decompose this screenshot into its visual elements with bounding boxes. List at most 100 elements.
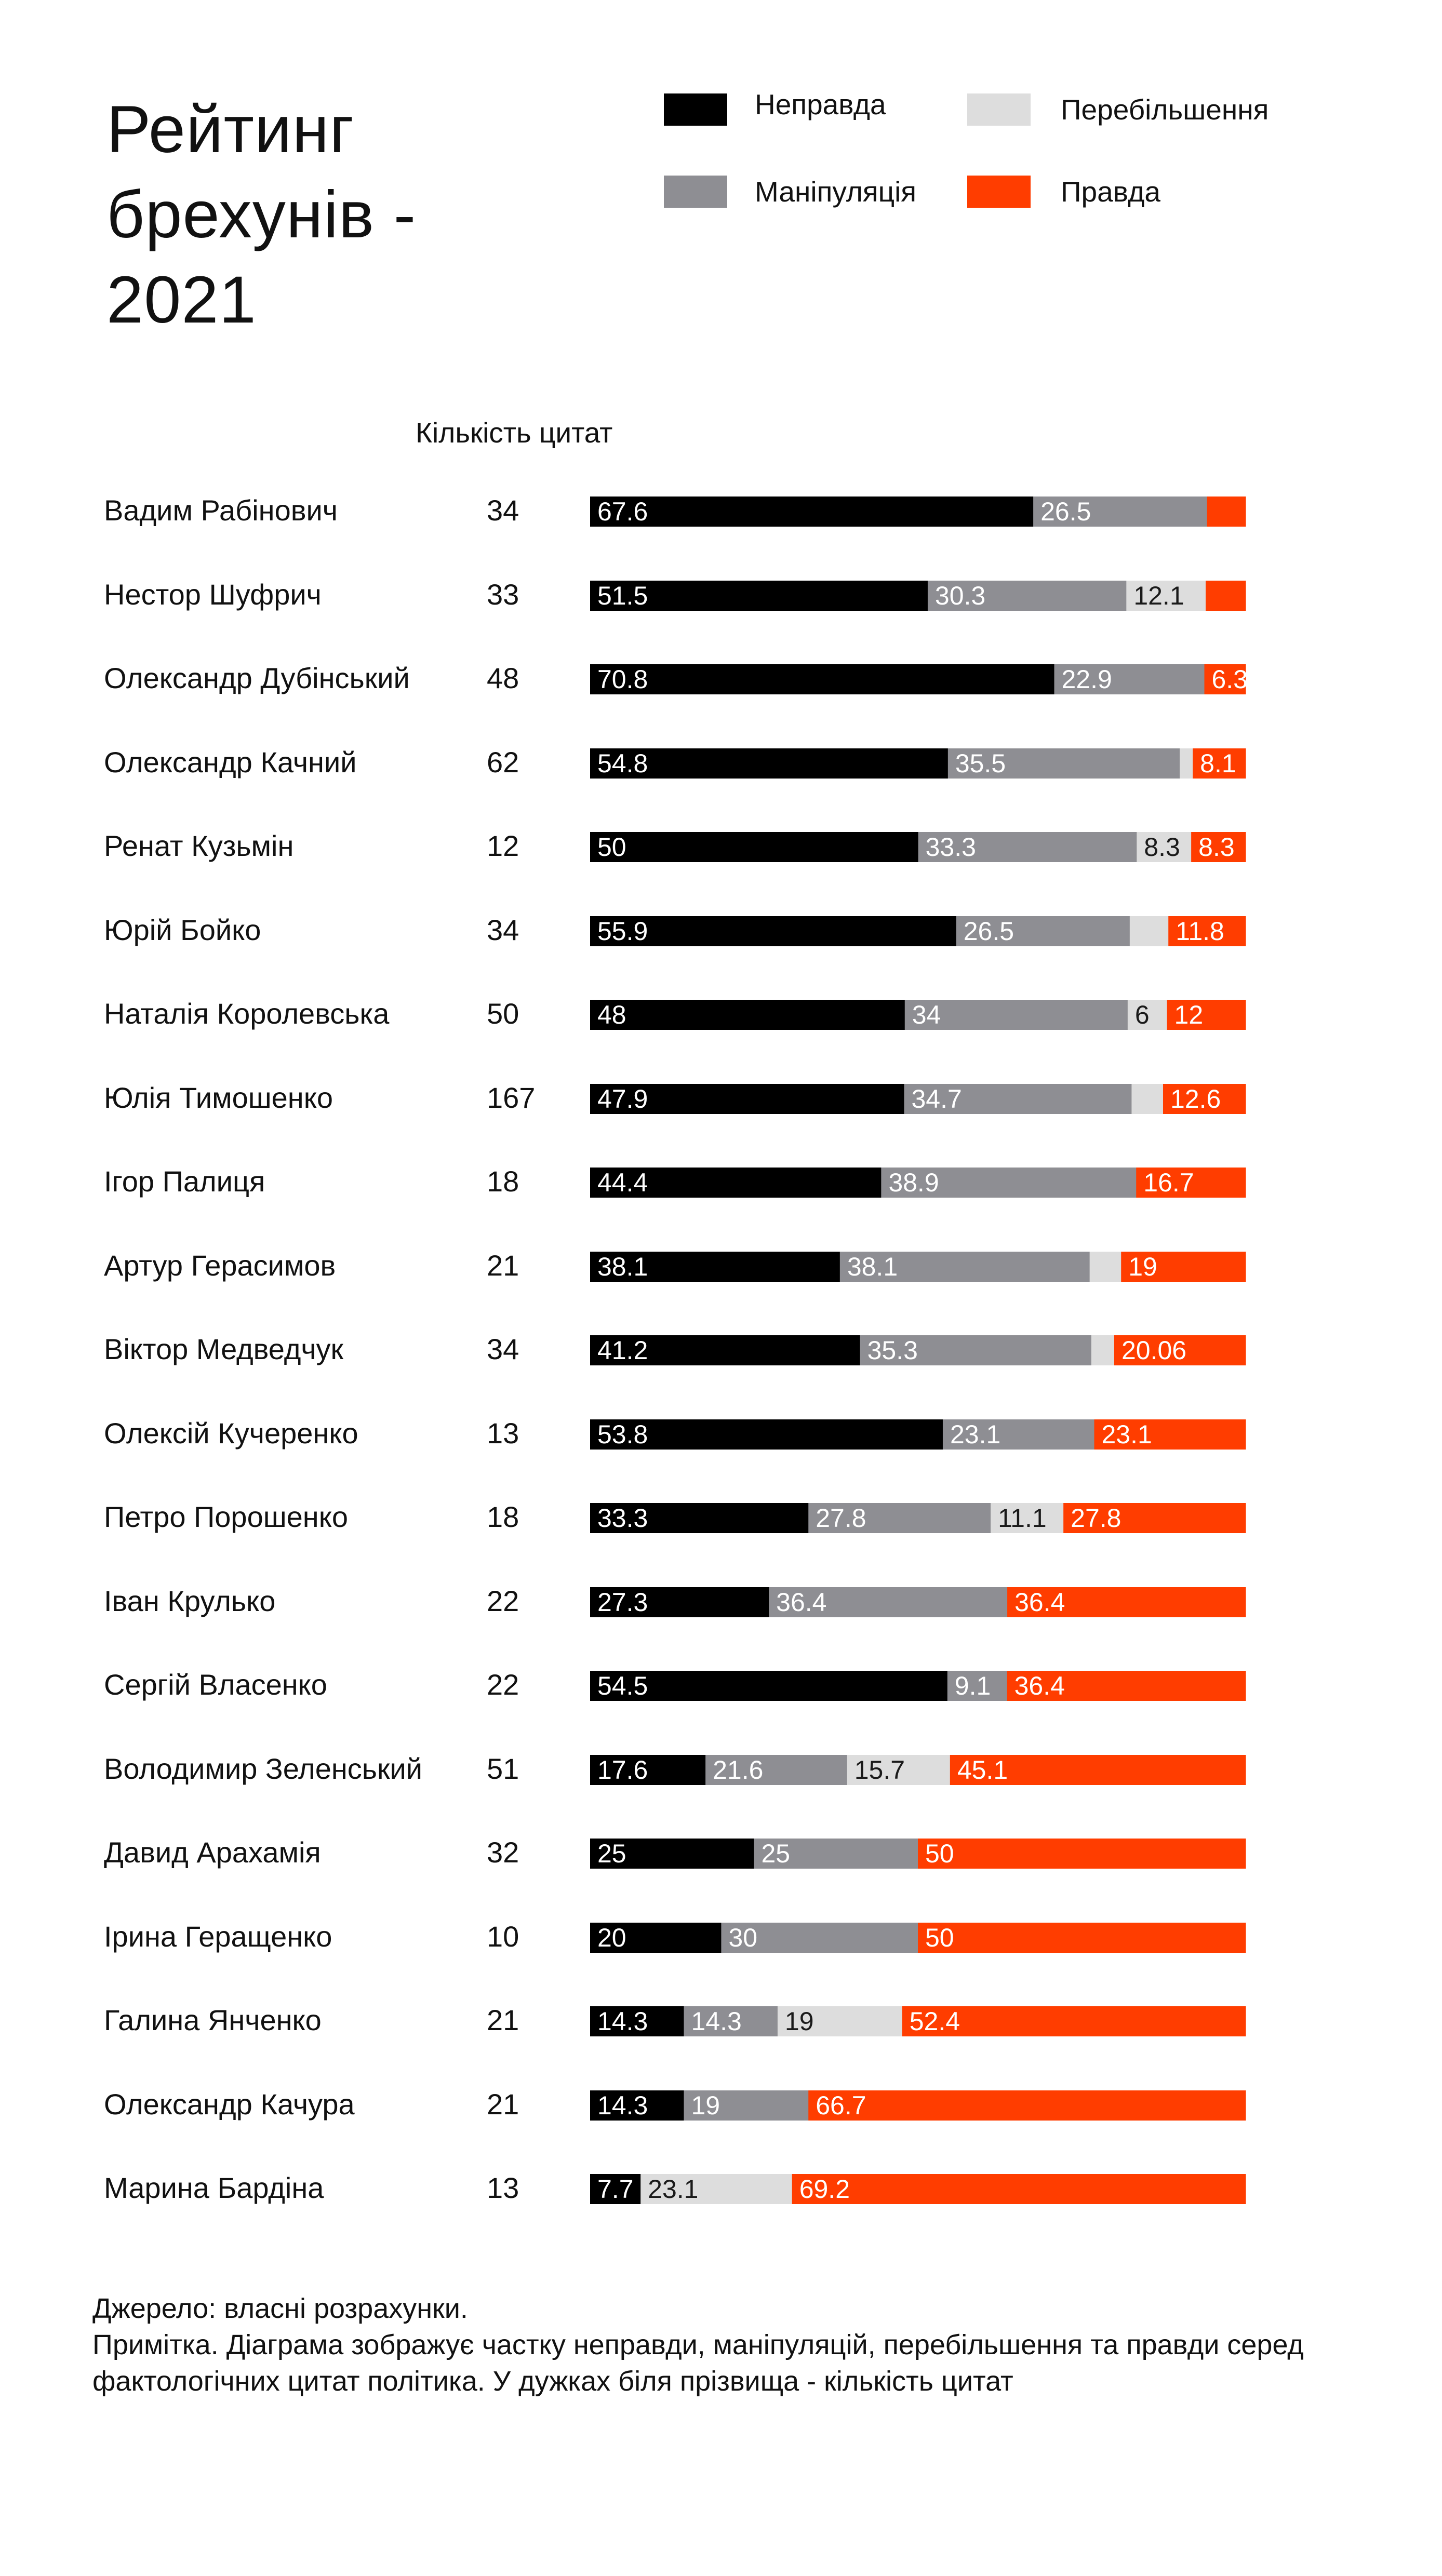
data-label: 8.1: [1200, 749, 1236, 778]
politician-name: Ірина Геращенко: [104, 1920, 332, 1953]
quote-count: 34: [487, 1333, 519, 1365]
politician-name: Марина Бардіна: [104, 2171, 324, 2204]
bar-segment: [956, 916, 1130, 946]
quote-count: 12: [487, 829, 519, 862]
quote-count: 10: [487, 1920, 519, 1953]
bar-segment: [860, 1335, 1092, 1365]
bar-segment: [918, 832, 1137, 862]
politician-name: Юлія Тимошенко: [104, 1081, 333, 1114]
data-label: 7.7: [597, 2175, 634, 2204]
quote-count: 21: [487, 2087, 519, 2121]
data-label: 30: [728, 1923, 757, 1952]
politician-name: Давид Арахамія: [104, 1836, 321, 1869]
bar-segment: [792, 2174, 1246, 2204]
bar-segment: [947, 748, 1180, 779]
bar-segment: [590, 2174, 641, 2204]
bar-segment: [705, 1754, 848, 1785]
data-label: 20.06: [1121, 1336, 1186, 1365]
data-label: 44.4: [597, 1168, 648, 1197]
data-label: 6: [1135, 1000, 1150, 1029]
data-label: 14.3: [597, 2007, 648, 2036]
bar-segment: [590, 664, 1054, 694]
legend-label-false: Неправда: [755, 88, 886, 120]
data-label: 52.4: [910, 2007, 960, 2036]
bar-segment: [1094, 1419, 1246, 1450]
table-row: Марина Бардіна 13 7.7 23.1 69.2: [0, 2171, 1442, 2205]
data-label: 27.8: [816, 1504, 866, 1533]
data-label: 66.7: [816, 2091, 866, 2120]
table-row: Артур Герасимов 21 38.1 38.1 19: [0, 1249, 1442, 1283]
bar-segment: [590, 1839, 754, 1869]
table-row: Петро Порошенко 18 33.3 27.8 11.1 27.8: [0, 1500, 1442, 1534]
quote-count: 33: [487, 578, 519, 611]
data-label: 12.6: [1170, 1084, 1221, 1113]
bar-segment: [904, 1000, 1128, 1030]
data-label: 36.4: [1014, 1588, 1065, 1617]
data-label: 23.1: [648, 2175, 698, 2204]
bar-segment: [1127, 1000, 1168, 1030]
table-row: Олександр Качура 21 14.3 19 66.7: [0, 2087, 1442, 2122]
bar-segment: [918, 1922, 1246, 1953]
quote-count: 48: [487, 662, 519, 694]
bar-segment: [808, 2090, 1246, 2121]
data-label: 50: [597, 833, 626, 862]
data-label: 50: [925, 1839, 954, 1868]
politician-name: Олексій Кучеренко: [104, 1416, 358, 1450]
table-row: Юлія Тимошенко 167 47.9 34.7 12.6: [0, 1081, 1442, 1115]
legend-label-truth: Правда: [1061, 176, 1160, 208]
bar-segment: [904, 1083, 1132, 1114]
stacked-bar: 48 34 6 12: [590, 1000, 1246, 1030]
data-label: 54.5: [597, 1671, 648, 1700]
data-label: 33.3: [926, 833, 976, 862]
data-label: 25: [597, 1839, 626, 1868]
quote-count: 18: [487, 1165, 519, 1198]
data-label: 23.1: [950, 1420, 1000, 1449]
stacked-bar: 47.9 34.7 12.6: [590, 1083, 1246, 1114]
stacked-bar: 54.5 9.1 36.4: [590, 1671, 1246, 1701]
data-label: 36.4: [1014, 1671, 1065, 1700]
bar-segment: [881, 1168, 1137, 1198]
stacked-bar: 51.5 30.3 12.1: [590, 580, 1246, 611]
bar-segment: [839, 1251, 1090, 1282]
count-column-header: Кількість цитат: [416, 417, 613, 449]
bar-segment: [808, 1503, 991, 1533]
bar-segment: [684, 2090, 809, 2121]
data-label: 8.3: [1198, 833, 1235, 862]
bar-segment: [590, 1168, 882, 1198]
table-row: Юрій Бойко 34 55.9 26.5 11.8: [0, 913, 1442, 947]
bar-segment: [590, 832, 919, 862]
table-row: Давид Арахамія 32 25 25 50: [0, 1835, 1442, 1870]
quote-count: 167: [487, 1081, 536, 1114]
politician-name: Віктор Медведчук: [104, 1333, 344, 1365]
stacked-bar: 54.8 35.5 8.1: [590, 748, 1246, 779]
bar-segment: [991, 1503, 1064, 1533]
footer-source: Джерело: власні розрахунки.: [92, 2293, 468, 2324]
data-label: 48: [597, 1000, 626, 1029]
bar-segment: [927, 580, 1127, 611]
table-row: Олександр Качний 62 54.8 35.5 8.1: [0, 745, 1442, 780]
stacked-bar: 38.1 38.1 19: [590, 1251, 1246, 1282]
quote-count: 22: [487, 1584, 519, 1617]
data-label: 26.5: [1040, 497, 1091, 526]
data-label: 6.3: [1211, 665, 1248, 694]
bar-segment: [721, 1922, 918, 1953]
bar-segment: [590, 1587, 769, 1617]
data-label: 14.3: [597, 2091, 648, 2120]
quote-count: 21: [487, 2004, 519, 2036]
bar-segment: [847, 1754, 951, 1785]
data-label: 11.1: [998, 1504, 1047, 1533]
data-label: 34: [912, 1000, 941, 1029]
bar-segment: [590, 497, 1034, 527]
politician-name: Ігор Палиця: [104, 1165, 265, 1198]
footer: Джерело: власні розрахунки. Примітка. Ді…: [92, 2290, 1339, 2399]
stacked-bar: 27.3 36.4 36.4: [590, 1587, 1246, 1617]
data-label: 53.8: [597, 1420, 648, 1449]
quote-count: 62: [487, 745, 519, 779]
bar-segment: [590, 916, 957, 946]
bar-segment: [1129, 916, 1169, 946]
bar-segment: [684, 2006, 778, 2036]
politician-name: Наталія Королевська: [104, 997, 390, 1030]
data-label: 23.1: [1101, 1420, 1152, 1449]
data-label: 38.9: [888, 1168, 939, 1197]
quote-count: 13: [487, 1416, 519, 1450]
